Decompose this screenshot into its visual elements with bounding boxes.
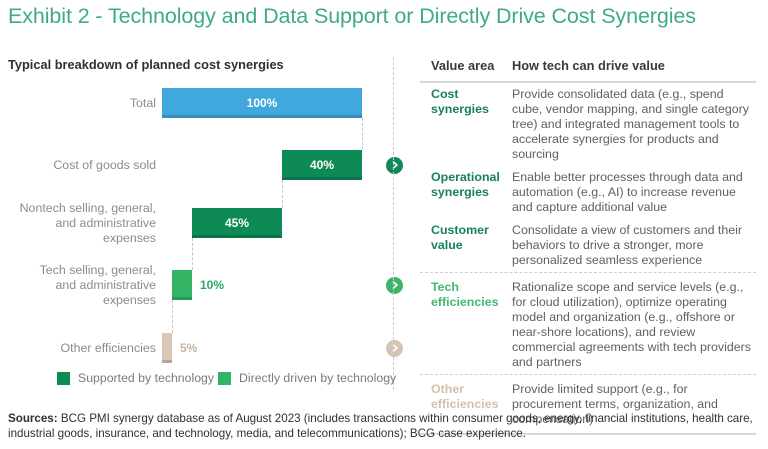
waterfall-bar: 100%: [162, 88, 362, 118]
waterfall-connector-line: [192, 238, 193, 270]
legend-swatch-bright-green: [218, 371, 231, 385]
value-area-description: Consolidate a view of customers and thei…: [512, 223, 743, 267]
chart-legend: Supported by technology Directly driven …: [0, 371, 396, 387]
value-area-description: Provide consolidated data (e.g., spend c…: [512, 87, 749, 161]
table-row: Cost synergies Provide consolidated data…: [420, 83, 756, 166]
bar-category-label: Other efficiencies: [60, 340, 156, 355]
bar-value-label: 40%: [309, 158, 335, 172]
table-row: Tech efficiencies Rationalize scope and …: [420, 272, 756, 374]
sources-label: Sources:: [8, 412, 58, 425]
bar-value-label: 45%: [224, 216, 250, 230]
bar-category-label: Total: [129, 95, 156, 110]
bar-value-label: 100%: [246, 96, 278, 110]
waterfall-connector-line: [172, 300, 173, 333]
waterfall-bar: 45%: [192, 208, 282, 238]
table-row: Other efficiencies Provide limited suppo…: [420, 374, 756, 435]
chevron-right-icon: [386, 339, 403, 357]
legend-item-supported: Supported by technology: [57, 371, 214, 385]
waterfall-bar: 40%: [282, 150, 362, 180]
legend-item-directly-driven: Directly driven by technology: [218, 371, 396, 385]
bar-category-label: Nontech selling, general, and administra…: [19, 200, 156, 245]
waterfall-bar: [162, 333, 172, 363]
value-area-label: Tech efficiencies: [431, 280, 499, 309]
value-area-label: Operational synergies: [431, 170, 500, 199]
sources-text: BCG PMI synergy database as of August 20…: [8, 412, 753, 440]
value-area-description: Provide limited support (e.g., for procu…: [512, 382, 718, 426]
bar-category-label: Cost of goods sold: [53, 157, 156, 172]
table-row: Customer value Consolidate a view of cus…: [420, 219, 756, 272]
value-area-description: Rationalize scope and service levels (e.…: [512, 280, 751, 369]
legend-label: Directly driven by technology: [239, 371, 397, 385]
value-area-label: Customer value: [431, 223, 489, 252]
legend-swatch-dark-green: [57, 371, 70, 385]
value-area-description: Enable better processes through data and…: [512, 170, 743, 214]
value-area-label: Cost synergies: [431, 87, 489, 116]
value-area-label: Other efficiencies: [431, 382, 499, 411]
waterfall-connector-line: [282, 180, 283, 208]
chevron-right-icon: [386, 156, 403, 174]
exhibit-title: Exhibit 2 - Technology and Data Support …: [8, 4, 696, 28]
legend-label: Supported by technology: [78, 371, 215, 385]
column-header-value-area: Value area: [431, 58, 495, 73]
table-row: Operational synergies Enable better proc…: [420, 166, 756, 219]
value-table: Value area How tech can drive value Cost…: [420, 57, 756, 435]
bar-value-label: 5%: [180, 341, 198, 355]
waterfall-connector-line: [362, 118, 363, 150]
waterfall-bar: [172, 270, 192, 300]
sources-note: Sources: BCG PMI synergy database as of …: [8, 411, 762, 441]
bar-category-label: Tech selling, general, and administrativ…: [39, 262, 156, 307]
chart-table-divider-line: [393, 57, 394, 390]
chart-subtitle: Typical breakdown of planned cost synerg…: [8, 57, 284, 72]
table-header-row: Value area How tech can drive value: [420, 57, 756, 83]
chevron-right-icon: [386, 276, 403, 294]
bar-value-label: 10%: [200, 278, 225, 292]
column-header-how-tech: How tech can drive value: [512, 58, 665, 73]
